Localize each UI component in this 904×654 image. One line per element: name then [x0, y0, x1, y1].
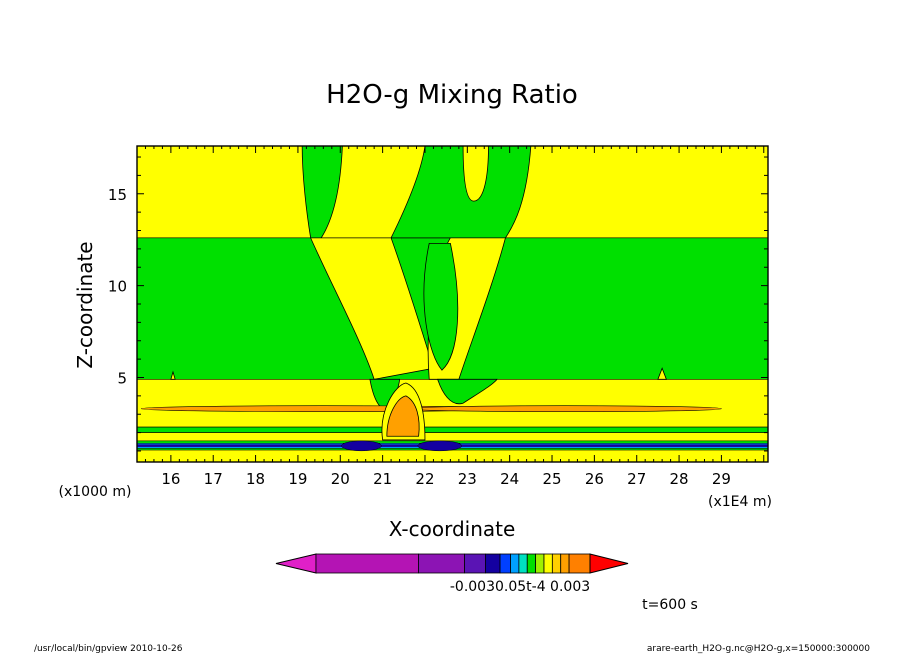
x-tick-label: 23	[458, 470, 477, 488]
x-tick-label: 28	[670, 470, 689, 488]
y-tick-label: 5	[117, 369, 127, 387]
colorbar-labels: -0.0030.05t-4 0.003	[450, 579, 590, 595]
colorbar-swatch	[543, 553, 553, 574]
x-tick-label: 27	[627, 470, 646, 488]
blue-core-right	[417, 440, 463, 452]
bump-left	[170, 370, 176, 380]
colorbar-arrow-right	[589, 553, 629, 574]
y-axis-label: Z-coordinate	[73, 241, 97, 368]
tower-orange	[386, 395, 420, 437]
footer-right: arare-earth_H2O-g.nc@H2O-g,x=150000:3000…	[647, 644, 870, 654]
colorbar-swatch	[485, 553, 501, 574]
green-patch-right	[437, 378, 498, 405]
blue-core-left	[341, 440, 382, 452]
colorbar-arrow-left	[275, 553, 317, 574]
y-unit-note: (x1000 m)	[59, 484, 132, 500]
colorbar-swatch	[568, 553, 591, 574]
chart-title: H2O-g Mixing Ratio	[326, 80, 578, 110]
x-tick-label: 25	[542, 470, 561, 488]
x-tick-label: 18	[246, 470, 265, 488]
colorbar-swatch	[315, 553, 419, 574]
colorbar-swatch	[535, 553, 545, 574]
yellow-core-top	[462, 146, 489, 202]
x-tick-label: 24	[500, 470, 519, 488]
colorbar-swatch	[551, 553, 562, 574]
yellow-plume-left	[310, 237, 434, 380]
colorbar-swatch	[510, 553, 520, 574]
x-tick-labels: 16 17 18 19 20 21 22 23 24 25 26 27 28 29	[161, 470, 731, 488]
colorbar-swatch	[499, 553, 511, 574]
x-tick-label: 26	[585, 470, 604, 488]
x-axis-label: X-coordinate	[389, 517, 516, 541]
x-unit-note: (x1E4 m)	[708, 494, 772, 510]
ticks	[136, 146, 768, 462]
colorbar-swatch	[418, 553, 465, 574]
colorbar-swatch	[526, 553, 537, 574]
band-4	[137, 432, 768, 443]
orange-stripe-right	[407, 405, 722, 413]
x-tick-label: 22	[415, 470, 434, 488]
colorbar-swatch	[518, 553, 528, 574]
colorbar	[275, 553, 629, 574]
footer-left: /usr/local/bin/gpview 2010-10-26	[34, 644, 183, 654]
x-tick-label: 17	[204, 470, 223, 488]
colorbar-swatch	[560, 553, 570, 574]
x-tick-label: 29	[712, 470, 731, 488]
time-label: t=600 s	[642, 597, 698, 613]
x-tick-label: 19	[288, 470, 307, 488]
green-plume-core	[423, 242, 459, 371]
field	[137, 146, 768, 462]
plot-area	[136, 145, 769, 463]
x-tick-label: 20	[331, 470, 350, 488]
y-tick-labels: 5 10 15	[108, 186, 127, 388]
bump-right	[657, 367, 667, 380]
x-tick-label: 16	[161, 470, 180, 488]
colorbar-swatch	[464, 553, 486, 574]
y-tick-label: 15	[108, 186, 127, 204]
y-tick-label: 10	[108, 278, 127, 296]
x-tick-label: 21	[373, 470, 392, 488]
band-3	[137, 426, 768, 433]
